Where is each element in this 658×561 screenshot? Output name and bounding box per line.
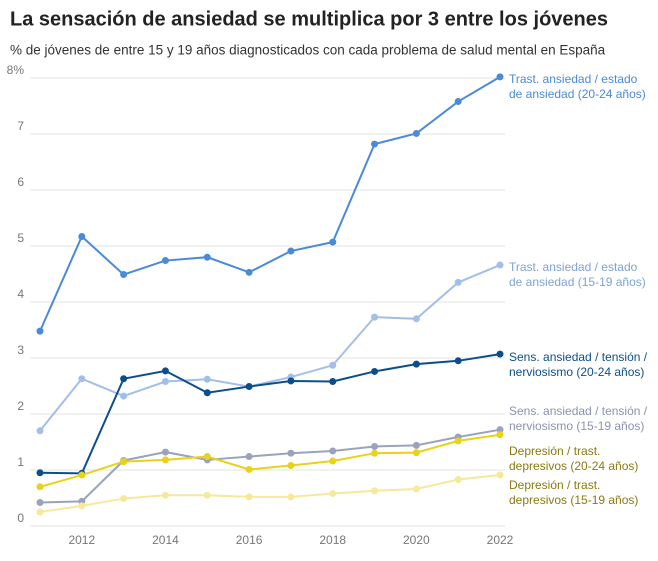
- data-point: [412, 360, 420, 368]
- data-point: [36, 483, 44, 491]
- x-tick-label: 2012: [68, 533, 95, 547]
- data-point: [329, 238, 337, 246]
- data-point: [120, 458, 128, 466]
- data-point: [78, 375, 86, 383]
- data-point: [161, 448, 169, 456]
- x-tick-label: 2020: [403, 533, 430, 547]
- data-point: [78, 232, 86, 240]
- data-point: [496, 73, 504, 81]
- data-point: [412, 129, 420, 137]
- data-point: [161, 456, 169, 464]
- y-tick-label: 7: [17, 119, 24, 133]
- data-point: [412, 441, 420, 449]
- data-point: [36, 498, 44, 506]
- series-line: [39, 76, 501, 332]
- data-point: [496, 471, 504, 479]
- series-label: Depresión / trast. depresivos (20-24 año…: [509, 444, 639, 473]
- data-point: [120, 271, 128, 279]
- data-point: [287, 247, 295, 255]
- data-point: [203, 375, 211, 383]
- chart-title: La sensación de ansiedad se multiplica p…: [10, 8, 608, 30]
- y-tick-label: 2: [17, 399, 24, 413]
- data-point: [161, 378, 169, 386]
- series-line: [39, 264, 501, 432]
- data-point: [245, 453, 253, 461]
- data-point: [412, 315, 420, 323]
- series-label: Trast. ansiedad / estado de ansiedad (20…: [509, 72, 646, 101]
- series-line: [39, 474, 501, 513]
- y-tick-label: 4: [17, 287, 24, 301]
- data-point: [287, 493, 295, 501]
- data-point: [245, 383, 253, 391]
- data-point: [454, 357, 462, 365]
- data-point: [120, 375, 128, 383]
- data-point: [329, 378, 337, 386]
- data-point: [36, 327, 44, 335]
- series-label: Sens. ansiedad / tensión / nerviosismo (…: [509, 404, 648, 433]
- data-point: [454, 476, 462, 484]
- data-point: [161, 491, 169, 499]
- data-point: [287, 462, 295, 470]
- chart-subtitle: % de jóvenes de entre 15 y 19 años diagn…: [10, 43, 606, 58]
- data-point: [161, 257, 169, 265]
- data-point: [36, 427, 44, 435]
- data-point: [371, 367, 379, 375]
- y-tick-label: 5: [17, 231, 24, 245]
- y-tick-label: 8%: [7, 63, 25, 77]
- data-point: [78, 471, 86, 479]
- data-point: [454, 98, 462, 106]
- data-point: [203, 389, 211, 397]
- data-point: [120, 392, 128, 400]
- data-point: [120, 495, 128, 503]
- data-point: [412, 485, 420, 493]
- data-point: [371, 140, 379, 148]
- data-point: [203, 491, 211, 499]
- data-point: [454, 437, 462, 445]
- data-point: [36, 508, 44, 516]
- data-point: [371, 449, 379, 457]
- data-point: [496, 261, 504, 269]
- data-point: [496, 431, 504, 439]
- data-point: [371, 442, 379, 450]
- y-tick-label: 1: [17, 455, 24, 469]
- data-point: [371, 313, 379, 321]
- data-point: [412, 449, 420, 457]
- x-tick-label: 2016: [236, 533, 263, 547]
- data-point: [78, 502, 86, 510]
- data-point: [245, 268, 253, 276]
- y-tick-label: 0: [17, 511, 24, 525]
- x-tick-label: 2018: [319, 533, 346, 547]
- data-point: [203, 453, 211, 461]
- data-point: [245, 465, 253, 473]
- data-point: [329, 490, 337, 498]
- series-line: [39, 353, 501, 475]
- data-point: [454, 278, 462, 286]
- data-point: [287, 377, 295, 385]
- x-tick-label: 2014: [152, 533, 179, 547]
- data-point: [287, 449, 295, 457]
- y-tick-label: 3: [17, 343, 24, 357]
- data-point: [329, 447, 337, 455]
- data-point: [329, 457, 337, 465]
- data-point: [496, 426, 504, 434]
- series-label: Trast. ansiedad / estado de ansiedad (15…: [509, 260, 646, 289]
- data-point: [161, 367, 169, 375]
- data-point: [245, 493, 253, 501]
- y-tick-label: 6: [17, 175, 24, 189]
- series-line: [39, 428, 501, 504]
- data-point: [371, 487, 379, 495]
- series-label: Depresión / trast. depresivos (15-19 año…: [509, 478, 639, 507]
- data-point: [329, 361, 337, 369]
- data-point: [203, 253, 211, 261]
- series-label: Sens. ansiedad / tensión / nerviosismo (…: [509, 350, 648, 379]
- series-line: [39, 433, 501, 488]
- data-point: [36, 469, 44, 477]
- data-point: [496, 350, 504, 358]
- x-tick-label: 2022: [487, 533, 514, 547]
